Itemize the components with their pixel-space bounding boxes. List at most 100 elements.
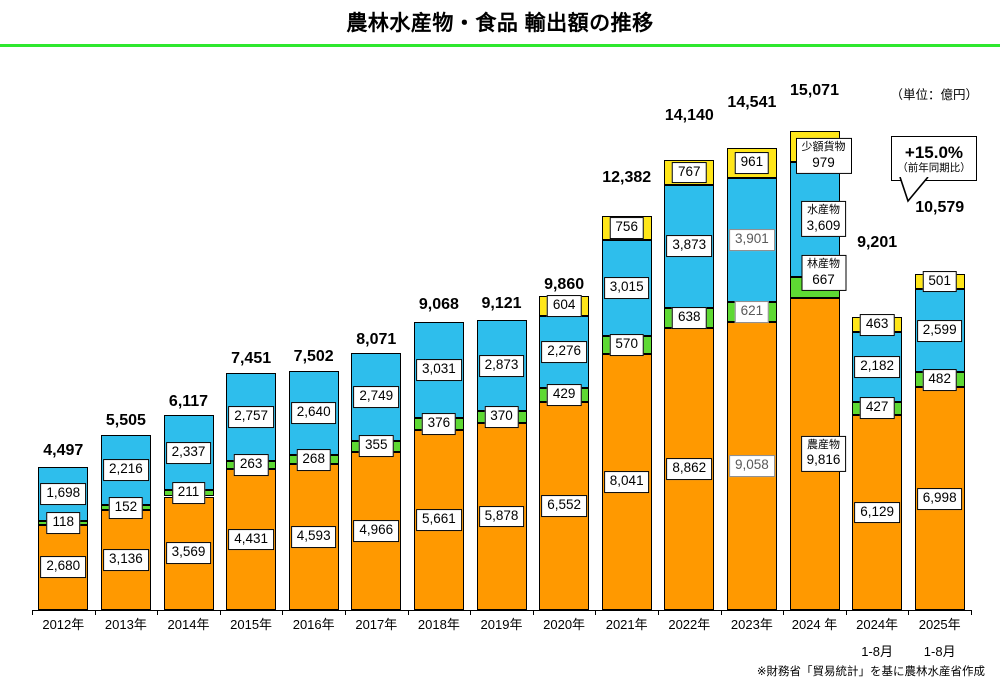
segment-label-forest: 482: [922, 368, 957, 391]
x-axis-tick: [282, 610, 284, 615]
bar-total-label: 9,860: [544, 276, 585, 294]
segment-label-forest: 570: [609, 334, 644, 357]
segment-label-fish: 2,599: [916, 319, 963, 342]
title-underline: [0, 44, 1000, 47]
x-axis-tick: [595, 610, 597, 615]
segment-label-agri: 4,431: [228, 528, 274, 551]
segment-label-agri: 5,878: [478, 505, 525, 528]
bar-total-label: 7,451: [231, 350, 272, 368]
bar-total-label: 9,068: [418, 295, 459, 313]
x-axis-label: 2016年: [292, 617, 335, 632]
x-axis-tick: [32, 610, 33, 615]
x-axis-label: 2021年: [605, 617, 648, 632]
callout-sublabel: （前年同期比）: [897, 162, 971, 174]
segment-series-name: 農産物: [806, 438, 840, 451]
segment-label-forest: 429: [546, 383, 582, 406]
segment-label-forest: 268: [296, 448, 331, 471]
segment-label-forest: 638: [672, 307, 707, 329]
segment-label-forest: 370: [484, 406, 519, 429]
segment-label-fish: 3,015: [603, 277, 650, 300]
x-axis-tick: [345, 610, 346, 615]
footnote: ※財務省「貿易統計」を基に農林水産省作成: [756, 666, 985, 678]
segment-label-forest: 376: [421, 413, 457, 435]
x-axis-label: 2013年: [104, 617, 147, 632]
x-axis-label: 2017年: [355, 617, 398, 632]
unit-label: （単位：億円）: [890, 88, 978, 102]
segment-label-forest: 152: [108, 496, 144, 519]
x-axis-label: 2015年: [230, 617, 273, 632]
bar-total-label: 10,579: [915, 198, 965, 216]
segment-label-fish: 3,901: [728, 229, 775, 252]
segment-label-fish: 2,749: [353, 386, 400, 409]
segment-label-forest: 211: [171, 482, 206, 505]
x-axis-tick: [971, 610, 972, 615]
x-axis-tick: [532, 610, 534, 615]
bar-total-label: 6,117: [168, 393, 209, 411]
segment-label-small: 604: [546, 295, 582, 317]
x-axis-label: 2023年: [730, 617, 773, 632]
segment-label-agri: 3,136: [102, 549, 149, 572]
segment-label-fish: 3,873: [666, 235, 713, 258]
bar-total-label: 14,140: [664, 107, 714, 125]
x-axis-tick: [407, 610, 409, 615]
segment-label-agri: 5,661: [415, 509, 462, 531]
bar-total-label: 5,505: [105, 411, 146, 429]
bar-total-label: 12,382: [602, 169, 652, 187]
segment-label-agri: 2,680: [40, 556, 87, 579]
segment-label-small: 463: [859, 313, 895, 336]
x-axis-tick: [94, 610, 96, 615]
x-axis-label: 2025年: [918, 617, 961, 632]
segment-label-agri: 農産物 9,816: [800, 435, 847, 473]
x-axis-label: 2024 年: [791, 617, 838, 632]
segment-label-small: 756: [609, 217, 644, 240]
segment-label-agri: 9,058: [728, 455, 775, 477]
segment-label-fish: 3,031: [415, 358, 462, 381]
x-axis-label: 2019年: [480, 617, 523, 632]
segment-label-fish: 2,337: [165, 441, 212, 464]
x-axis-tick: [845, 610, 847, 615]
segment-label-small: 767: [672, 161, 707, 184]
bar-total-label: 9,201: [857, 234, 898, 252]
x-axis-label: 2018年: [417, 617, 460, 632]
segment-label-fish: 2,873: [478, 354, 525, 377]
x-axis-label: 2024年: [856, 617, 899, 632]
x-axis-label: 2014年: [167, 617, 210, 632]
segment-label-small: 501: [922, 270, 957, 293]
segment-label-forest: 621: [734, 301, 770, 324]
segment-label-forest: 263: [233, 453, 269, 476]
segment-label-fish: 2,216: [102, 459, 149, 482]
bar-total-label: 7,502: [293, 348, 334, 366]
segment-label-agri: 6,129: [854, 501, 900, 524]
bar-total-label: 15,071: [790, 81, 839, 99]
x-axis-tick: [219, 610, 221, 615]
segment-label-forest: 355: [359, 435, 394, 458]
x-axis-line: [32, 610, 971, 612]
x-axis-tick: [470, 610, 472, 615]
segment-label-agri: 3,569: [165, 542, 212, 565]
segment-label-forest: 林産物 667: [801, 255, 846, 292]
segment-label-fish: 1,698: [40, 483, 87, 505]
x-axis-label: 2012年: [42, 617, 85, 632]
segment-label-fish: 2,276: [541, 340, 587, 363]
segment-label-fish: 水産物 3,609: [800, 201, 847, 238]
x-axis-tick: [157, 610, 159, 615]
segment-label-agri: 6,998: [916, 487, 963, 510]
callout-tail-icon: [899, 177, 929, 203]
x-axis-sublabel: 1-8月: [861, 644, 893, 659]
x-axis-tick: [783, 610, 785, 615]
segment-series-name: 林産物: [807, 258, 840, 271]
bar-total-label: 9,121: [481, 294, 522, 312]
x-axis-tick: [720, 610, 722, 615]
x-axis-label: 2020年: [543, 617, 586, 632]
bar-total-label: 14,541: [727, 93, 777, 111]
bar-total-label: 4,497: [43, 441, 84, 459]
segment-label-forest: 427: [859, 397, 895, 420]
segment-label-agri: 4,966: [353, 520, 400, 542]
x-axis-sublabel: 1-8月: [923, 644, 956, 659]
segment-series-name: 少額貨物: [801, 141, 846, 154]
segment-label-small: 少額貨物 979: [795, 138, 852, 175]
callout-rate: +15.0%: [904, 143, 964, 162]
callout-bubble: +15.0% （前年同期比）: [891, 136, 977, 181]
